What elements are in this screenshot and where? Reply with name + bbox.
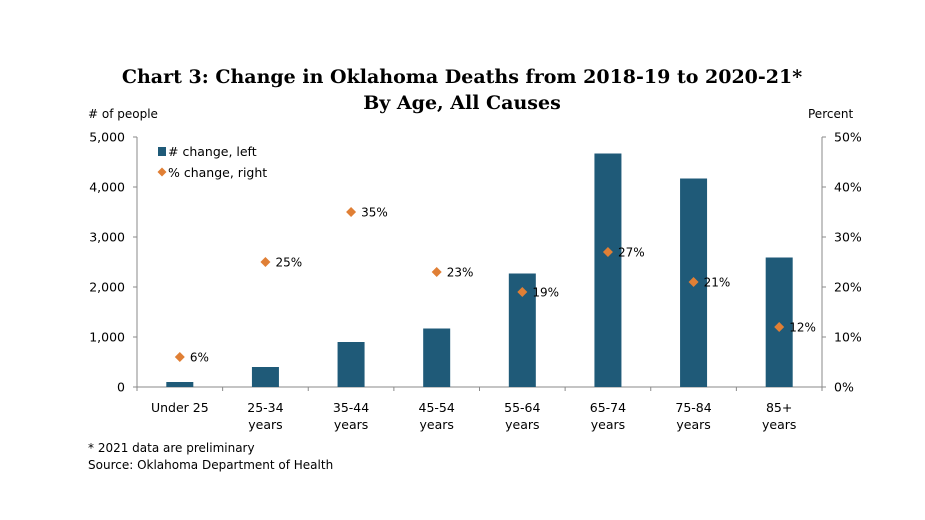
right-tick-label: 40% bbox=[834, 180, 862, 195]
data-label: 27% bbox=[618, 246, 645, 260]
x-tick-label: 85+ bbox=[766, 400, 792, 415]
right-tick-label: 10% bbox=[834, 330, 862, 345]
x-tick-label: 45-54 bbox=[419, 400, 455, 415]
right-tick-label: 30% bbox=[834, 230, 862, 245]
x-tick-label: 55-64 bbox=[504, 400, 540, 415]
right-tick-label: 50% bbox=[834, 130, 862, 145]
percent-marker bbox=[431, 267, 442, 277]
data-label: 6% bbox=[190, 351, 209, 365]
right-tick-label: 0% bbox=[834, 380, 854, 395]
percent-marker bbox=[174, 352, 185, 362]
x-tick-label: Under 25 bbox=[151, 400, 209, 415]
bar bbox=[594, 153, 622, 387]
right-axis-label: Percent bbox=[808, 107, 853, 121]
chart-subtitle: By Age, All Causes bbox=[363, 92, 561, 114]
x-tick-label: years bbox=[334, 417, 368, 432]
legend-swatch-points bbox=[157, 167, 167, 177]
percent-marker bbox=[260, 257, 271, 267]
left-tick-label: 1,000 bbox=[89, 330, 125, 345]
percent-marker bbox=[346, 207, 357, 217]
legend-swatch-bars bbox=[158, 147, 166, 156]
legend-label-points: % change, right bbox=[168, 165, 267, 180]
data-label: 25% bbox=[275, 256, 302, 270]
left-tick-label: 2,000 bbox=[89, 280, 125, 295]
x-tick-label: years bbox=[762, 417, 796, 432]
legend-label-bars: # change, left bbox=[168, 144, 257, 159]
left-tick-label: 5,000 bbox=[89, 130, 125, 145]
bar bbox=[423, 328, 451, 387]
left-tick-label: 4,000 bbox=[89, 180, 125, 195]
bar bbox=[337, 342, 365, 387]
data-label: 12% bbox=[789, 321, 816, 335]
left-tick-label: 3,000 bbox=[89, 230, 125, 245]
x-tick-label: 75-84 bbox=[675, 400, 711, 415]
legend: # change, left % change, right bbox=[157, 144, 267, 180]
data-label: 35% bbox=[361, 206, 388, 220]
data-label: 19% bbox=[532, 286, 559, 300]
left-axis-label: # of people bbox=[88, 107, 158, 121]
data-label: 23% bbox=[447, 266, 474, 280]
percent-marker bbox=[774, 322, 785, 332]
x-tick-label: years bbox=[505, 417, 539, 432]
plot-area: 0 1,000 2,000 3,000 4,000 5,000 0% 10% 20% 30% 40%… bbox=[89, 130, 862, 433]
percent-marker bbox=[602, 247, 613, 257]
x-tick-label: 35-44 bbox=[333, 400, 369, 415]
percent-marker bbox=[688, 277, 699, 287]
percent-marker bbox=[517, 287, 528, 297]
bar bbox=[251, 367, 279, 387]
x-tick-label: 25-34 bbox=[247, 400, 283, 415]
footnote: * 2021 data are preliminary bbox=[88, 441, 255, 455]
left-tick-label: 0 bbox=[117, 380, 125, 395]
chart-title: Chart 3: Change in Oklahoma Deaths from … bbox=[122, 66, 802, 88]
right-tick-label: 20% bbox=[834, 280, 862, 295]
data-label: 21% bbox=[704, 276, 731, 290]
bar bbox=[166, 382, 194, 387]
x-tick-label: years bbox=[676, 417, 710, 432]
source-note: Source: Oklahoma Department of Health bbox=[88, 458, 333, 472]
x-tick-label: 65-74 bbox=[590, 400, 626, 415]
x-tick-label: years bbox=[419, 417, 453, 432]
x-tick-label: years bbox=[591, 417, 625, 432]
x-tick-label: years bbox=[248, 417, 282, 432]
